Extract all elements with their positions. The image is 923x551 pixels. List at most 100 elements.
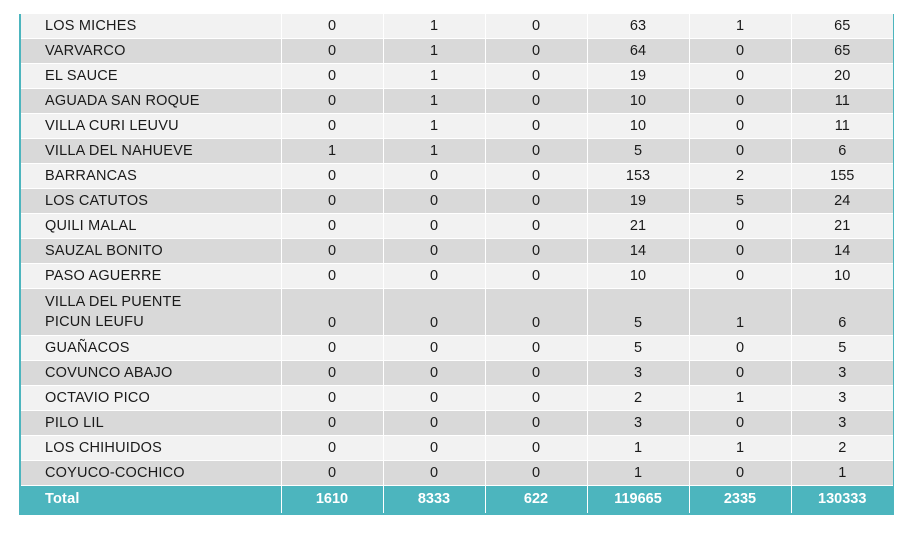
row-total: 14 [791, 238, 893, 264]
cell-value: 0 [485, 188, 588, 214]
locality-name: AGUADA SAN ROQUE [21, 88, 282, 114]
locality-name: VARVARCO [21, 38, 282, 64]
cell-value: 0 [281, 410, 384, 436]
locality-name: PASO AGUERRE [21, 263, 282, 289]
cell-value: 0 [485, 435, 588, 461]
cell-value: 0 [383, 385, 486, 411]
table-row: AGUADA SAN ROQUE 0 1 0 10 0 11 [21, 88, 893, 114]
data-table: LOS MICHES 0 1 0 63 1 65 VARVARCO 0 1 0 … [21, 14, 893, 513]
table-row: LOS MICHES 0 1 0 63 1 65 [21, 14, 893, 39]
cell-value: 0 [485, 163, 588, 189]
cell-value: 0 [281, 263, 384, 289]
cell-value: 0 [281, 14, 384, 39]
cell-value: 0 [383, 410, 486, 436]
total-value: 1610 [281, 485, 384, 513]
cell-value: 0 [383, 188, 486, 214]
cell-value: 153 [587, 163, 690, 189]
cell-value: 0 [689, 410, 792, 436]
row-total: 6 [791, 138, 893, 164]
cell-value: 0 [281, 213, 384, 239]
cell-value: 0 [689, 460, 792, 486]
table-row: VILLA DEL NAHUEVE 1 1 0 5 0 6 [21, 138, 893, 164]
row-total: 2 [791, 435, 893, 461]
locality-name: COVUNCO ABAJO [21, 360, 282, 386]
locality-name: OCTAVIO PICO [21, 385, 282, 411]
data-table-container: LOS MICHES 0 1 0 63 1 65 VARVARCO 0 1 0 … [19, 14, 894, 515]
locality-name: BARRANCAS [21, 163, 282, 189]
locality-name: QUILI MALAL [21, 213, 282, 239]
table-row: PASO AGUERRE 0 0 0 10 0 10 [21, 263, 893, 289]
cell-value: 0 [485, 263, 588, 289]
locality-name: COYUCO-COCHICO [21, 460, 282, 486]
cell-value: 1 [383, 14, 486, 39]
cell-value: 63 [587, 14, 690, 39]
cell-value: 0 [383, 335, 486, 361]
cell-value: 0 [689, 335, 792, 361]
table-row: COYUCO-COCHICO 0 0 0 1 0 1 [21, 460, 893, 486]
cell-value: 5 [587, 138, 690, 164]
table-row: BARRANCAS 0 0 0 153 2 155 [21, 163, 893, 189]
cell-value: 0 [281, 460, 384, 486]
cell-value: 0 [689, 88, 792, 114]
cell-value: 1 [383, 38, 486, 64]
cell-value: 64 [587, 38, 690, 64]
locality-name: LOS CHIHUIDOS [21, 435, 282, 461]
locality-name: SAUZAL BONITO [21, 238, 282, 264]
locality-name: VILLA CURI LEUVU [21, 113, 282, 139]
table-row: VILLA DEL PUENTE PICUN LEUFU 0 0 0 5 1 6 [21, 288, 893, 336]
row-total: 3 [791, 385, 893, 411]
cell-value: 0 [485, 63, 588, 89]
row-total: 65 [791, 38, 893, 64]
cell-value: 1 [383, 138, 486, 164]
cell-value: 14 [587, 238, 690, 264]
cell-value: 2 [587, 385, 690, 411]
cell-value: 0 [281, 435, 384, 461]
cell-value: 0 [689, 38, 792, 64]
cell-value: 0 [281, 360, 384, 386]
cell-value: 0 [485, 288, 588, 336]
cell-value: 0 [485, 138, 588, 164]
locality-name-line1: VILLA DEL PUENTE [45, 294, 182, 310]
cell-value: 5 [587, 288, 690, 336]
total-label: Total [21, 485, 282, 513]
cell-value: 0 [281, 63, 384, 89]
table-row: PILO LIL 0 0 0 3 0 3 [21, 410, 893, 436]
row-total: 155 [791, 163, 893, 189]
locality-name: VILLA DEL NAHUEVE [21, 138, 282, 164]
total-value: 2335 [689, 485, 792, 513]
cell-value: 0 [281, 385, 384, 411]
cell-value: 0 [281, 188, 384, 214]
table-row: GUAÑACOS 0 0 0 5 0 5 [21, 335, 893, 361]
table-row: LOS CHIHUIDOS 0 0 0 1 1 2 [21, 435, 893, 461]
row-total: 11 [791, 113, 893, 139]
locality-name: PILO LIL [21, 410, 282, 436]
table-row: LOS CATUTOS 0 0 0 19 5 24 [21, 188, 893, 214]
cell-value: 0 [485, 460, 588, 486]
cell-value: 0 [383, 435, 486, 461]
total-value: 119665 [587, 485, 690, 513]
grand-total: 130333 [791, 485, 893, 513]
cell-value: 2 [689, 163, 792, 189]
cell-value: 19 [587, 188, 690, 214]
row-total: 21 [791, 213, 893, 239]
cell-value: 3 [587, 410, 690, 436]
cell-value: 1 [383, 63, 486, 89]
cell-value: 0 [485, 38, 588, 64]
cell-value: 3 [587, 360, 690, 386]
cell-value: 0 [485, 335, 588, 361]
cell-value: 1 [587, 460, 690, 486]
cell-value: 21 [587, 213, 690, 239]
cell-value: 0 [383, 163, 486, 189]
cell-value: 10 [587, 88, 690, 114]
cell-value: 1 [383, 113, 486, 139]
cell-value: 0 [383, 288, 486, 336]
row-total: 5 [791, 335, 893, 361]
table-row: EL SAUCE 0 1 0 19 0 20 [21, 63, 893, 89]
cell-value: 10 [587, 263, 690, 289]
cell-value: 0 [281, 88, 384, 114]
row-total: 20 [791, 63, 893, 89]
cell-value: 0 [485, 385, 588, 411]
cell-value: 0 [281, 335, 384, 361]
row-total: 1 [791, 460, 893, 486]
total-value: 622 [485, 485, 588, 513]
